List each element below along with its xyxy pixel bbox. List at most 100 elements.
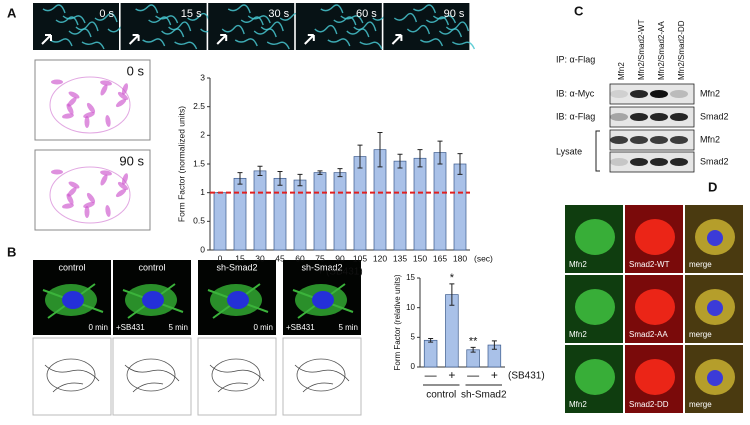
image-label: sh-Smad2	[301, 262, 342, 272]
bar	[213, 192, 227, 251]
band	[630, 158, 648, 166]
mitochondria	[155, 15, 179, 24]
mitochondria	[84, 206, 90, 218]
mitochondria	[67, 187, 77, 197]
mitochondria	[174, 41, 198, 50]
x-tick-label: —	[467, 368, 479, 382]
x-tick-label: 105	[353, 253, 367, 263]
mitochondria	[187, 12, 211, 23]
mitochondria	[413, 4, 437, 14]
x-tick-label: 135	[393, 253, 407, 263]
error-bar	[437, 140, 443, 165]
lane-label: Mfn2	[617, 62, 626, 80]
band	[650, 158, 668, 166]
image-label: Smad2-DD	[629, 400, 669, 409]
mitochondria	[115, 188, 127, 198]
x-tick-label: 120	[373, 253, 387, 263]
band	[630, 136, 648, 144]
mitochondria	[161, 28, 185, 38]
mitochondria	[75, 21, 99, 32]
mitochondria	[81, 41, 105, 50]
bar	[433, 152, 447, 251]
time-label: 60 s	[356, 8, 377, 20]
y-tick-label: 0.5	[193, 216, 205, 226]
error-bar	[377, 131, 383, 168]
image-label: Mfn2	[569, 260, 587, 269]
mitochondria	[359, 41, 383, 50]
bar	[313, 172, 327, 251]
nucleus	[62, 291, 84, 309]
band	[610, 136, 628, 144]
x-tick-label: 45	[275, 253, 285, 263]
error-bar	[491, 340, 497, 350]
nucleus	[707, 300, 723, 316]
treatment-label: +SB431	[116, 323, 145, 332]
mitochondria	[66, 193, 74, 205]
lane-label: Mfn2/Smad2-AA	[657, 21, 666, 80]
mitochondria	[100, 84, 108, 96]
arrow	[41, 34, 52, 45]
mitochondria	[260, 21, 284, 32]
mitochondria	[105, 205, 111, 217]
mitochondria	[105, 115, 111, 127]
error-bar	[449, 283, 455, 306]
image-label: Mfn2	[569, 400, 587, 409]
mitochondria	[168, 21, 192, 32]
cell-stain	[575, 289, 615, 325]
time-label: 30 s	[268, 8, 289, 20]
y-axis-label: Form Factor (relative units)	[393, 274, 402, 370]
blot-label: IB: α-Myc	[556, 88, 595, 98]
mitochondria	[346, 28, 370, 38]
y-tick-label: 0	[200, 244, 205, 254]
group-label: control	[426, 390, 456, 401]
image-label: merge	[689, 400, 712, 409]
band	[610, 113, 628, 121]
x-tick-label: 90	[335, 253, 345, 263]
bar	[393, 160, 407, 251]
outline-image	[197, 337, 277, 416]
cell-stain	[575, 219, 615, 255]
mitochondria	[253, 28, 277, 38]
mitochondria	[51, 169, 63, 175]
arrow	[391, 34, 403, 45]
y-tick-label: 15	[406, 273, 415, 282]
group-label: sh-Smad2	[461, 390, 507, 401]
mitochondria	[49, 38, 73, 47]
arrow	[216, 34, 228, 45]
band	[630, 113, 648, 121]
time-label: 0 s	[127, 63, 145, 78]
panel-label: D	[708, 179, 717, 194]
blot-label: IB: α-Flag	[556, 111, 595, 121]
y-tick-label: 5	[411, 332, 416, 341]
error-bar	[357, 144, 363, 169]
image-label: sh-Smad2	[216, 262, 257, 272]
mitochondria	[68, 28, 92, 38]
mitochondria	[142, 38, 166, 47]
band	[670, 113, 688, 121]
time-label: 0 min	[253, 323, 273, 332]
band	[650, 113, 668, 121]
mitochondria-outline	[44, 364, 100, 393]
lane-label: Mfn2/Smad2-WT	[637, 19, 646, 80]
cell-image	[34, 149, 151, 231]
y-axis-label: Form Factor (normalized units)	[176, 106, 186, 222]
nucleus	[142, 291, 164, 309]
significance-label: *	[450, 272, 455, 284]
bracket	[595, 130, 600, 172]
y-tick-label: 10	[406, 303, 415, 312]
cell-outline	[211, 358, 261, 392]
treatment-label: +SB431	[286, 323, 315, 332]
microscopy-frame	[120, 3, 207, 50]
mitochondria	[314, 24, 338, 35]
mitochondria	[445, 21, 470, 32]
error-bar	[317, 170, 323, 175]
mitochondria-outline	[124, 364, 180, 393]
band	[670, 90, 688, 98]
x-tick-label: 180	[453, 253, 467, 263]
x-axis-label: (SB431)	[508, 371, 545, 382]
x-tick-label: —	[425, 368, 437, 382]
x-tick-label: 15	[235, 253, 245, 263]
mitochondria	[62, 15, 86, 24]
mitochondria-outline	[294, 364, 350, 393]
outline-image	[112, 337, 192, 416]
